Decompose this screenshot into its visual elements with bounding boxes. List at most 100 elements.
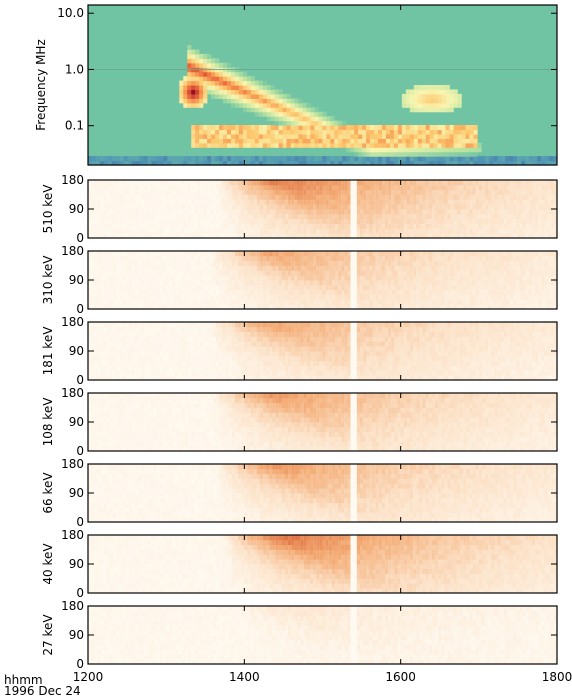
pitch-angle-cell xyxy=(391,213,395,220)
pitch-angle-cell xyxy=(156,331,160,337)
pitch-angle-cell xyxy=(306,265,311,271)
pitch-angle-cell xyxy=(144,346,148,352)
pitch-angle-cell xyxy=(228,251,232,257)
radio-cell xyxy=(286,138,291,144)
pitch-angle-cell xyxy=(475,251,479,257)
pitch-angle-cell xyxy=(444,299,448,305)
pitch-angle-cell xyxy=(103,336,107,342)
pitch-angle-cell xyxy=(156,251,160,257)
pitch-angle-cell xyxy=(535,255,539,262)
pitch-angle-cell xyxy=(431,199,436,205)
pitch-angle-cell xyxy=(219,209,223,215)
pitch-angle-cell xyxy=(156,233,160,239)
pitch-angle-cell xyxy=(381,280,386,286)
pitch-angle-cell xyxy=(128,284,132,291)
radio-cell xyxy=(286,93,291,99)
pitch-angle-cell xyxy=(350,223,354,229)
radio-cell xyxy=(230,142,236,148)
pitch-angle-cell xyxy=(109,194,114,200)
pitch-angle-cell xyxy=(403,284,407,291)
pitch-angle-cell xyxy=(497,199,501,205)
pitch-angle-cell xyxy=(466,284,470,291)
pitch-angle-cell xyxy=(494,199,498,205)
radio-cell xyxy=(302,156,307,162)
radio-cell xyxy=(473,156,478,162)
radio-cell xyxy=(413,98,419,104)
pitch-angle-cell xyxy=(494,223,498,229)
pitch-angle-cell xyxy=(347,251,351,257)
radio-cell xyxy=(211,76,216,82)
radio-cell xyxy=(282,111,287,117)
pitch-angle-cell xyxy=(250,228,254,234)
pitch-angle-cell xyxy=(309,270,314,276)
pitch-angle-cell xyxy=(541,189,545,195)
radio-cell xyxy=(393,156,399,162)
radio-cell xyxy=(230,125,236,131)
pitch-angle-cell xyxy=(153,251,157,257)
pitch-angle-cell xyxy=(341,223,345,229)
radio-cell xyxy=(465,138,470,144)
pitch-angle-cell xyxy=(238,265,242,271)
radio-cell xyxy=(441,129,446,135)
pitch-angle-cell xyxy=(128,365,132,371)
pitch-angle-cell xyxy=(397,218,401,224)
pitch-angle-cell xyxy=(334,265,339,271)
pitch-angle-cell xyxy=(263,280,267,286)
pitch-angle-cell xyxy=(103,218,107,224)
pitch-angle-cell xyxy=(278,284,282,291)
radio-cell xyxy=(107,160,112,166)
pitch-angle-cell xyxy=(416,299,420,305)
pitch-angle-cell xyxy=(112,341,117,347)
pitch-angle-cell xyxy=(328,223,332,229)
pitch-angle-cell xyxy=(94,204,98,210)
pitch-angle-cell xyxy=(356,213,361,220)
radio-cell xyxy=(421,147,426,153)
pitch-angle-cell xyxy=(353,275,357,281)
radio-cell xyxy=(334,125,339,131)
pitch-angle-cell xyxy=(213,189,217,195)
pitch-angle-cell xyxy=(219,199,223,205)
pitch-angle-cell xyxy=(413,284,417,291)
pitch-angle-cell xyxy=(269,184,273,191)
radio-cell xyxy=(437,160,442,166)
pitch-angle-cell xyxy=(153,360,157,366)
pitch-angle-cell xyxy=(91,355,95,362)
pitch-angle-cell xyxy=(525,189,529,195)
radio-cell xyxy=(266,142,271,148)
pitch-angle-cell xyxy=(553,213,558,220)
pitch-angle-cell xyxy=(294,289,298,295)
pitch-angle-cell xyxy=(528,251,533,257)
radio-cell xyxy=(143,160,148,166)
pitch-angle-cell xyxy=(313,204,317,210)
pitch-angle-cell xyxy=(328,180,332,186)
pitch-angle-cell xyxy=(234,213,239,220)
pitch-angle-cell xyxy=(381,304,386,310)
pitch-angle-cell xyxy=(547,233,551,239)
radio-cell xyxy=(393,142,399,148)
pitch-angle-cell xyxy=(384,275,389,281)
radio-cell xyxy=(441,156,446,162)
pitch-angle-cell xyxy=(319,304,323,310)
pitch-angle-cell xyxy=(203,294,207,300)
pitch-angle-cell xyxy=(222,275,226,281)
pitch-angle-cell xyxy=(194,218,198,224)
pitch-angle-cell xyxy=(175,275,179,281)
radio-cell xyxy=(123,160,128,166)
pitch-angle-cell xyxy=(325,233,329,239)
pitch-angle-cell xyxy=(156,270,160,276)
pitch-angle-cell xyxy=(553,233,558,239)
pitch-angle-cell xyxy=(131,299,135,305)
radio-cell xyxy=(270,116,275,122)
pitch-angle-cell xyxy=(441,189,445,195)
pitch-angle-cell xyxy=(519,275,523,281)
pitch-angle-cell xyxy=(181,223,185,229)
pitch-angle-cell xyxy=(359,304,364,310)
radio-cell xyxy=(421,160,426,166)
pitch-angle-cell xyxy=(528,218,533,224)
pitch-angle-cell xyxy=(550,280,554,286)
radio-cell xyxy=(425,85,430,91)
radio-cell xyxy=(322,120,327,126)
radio-cell xyxy=(191,85,196,91)
radio-cell xyxy=(421,107,426,113)
pitch-angle-cell xyxy=(303,199,307,205)
